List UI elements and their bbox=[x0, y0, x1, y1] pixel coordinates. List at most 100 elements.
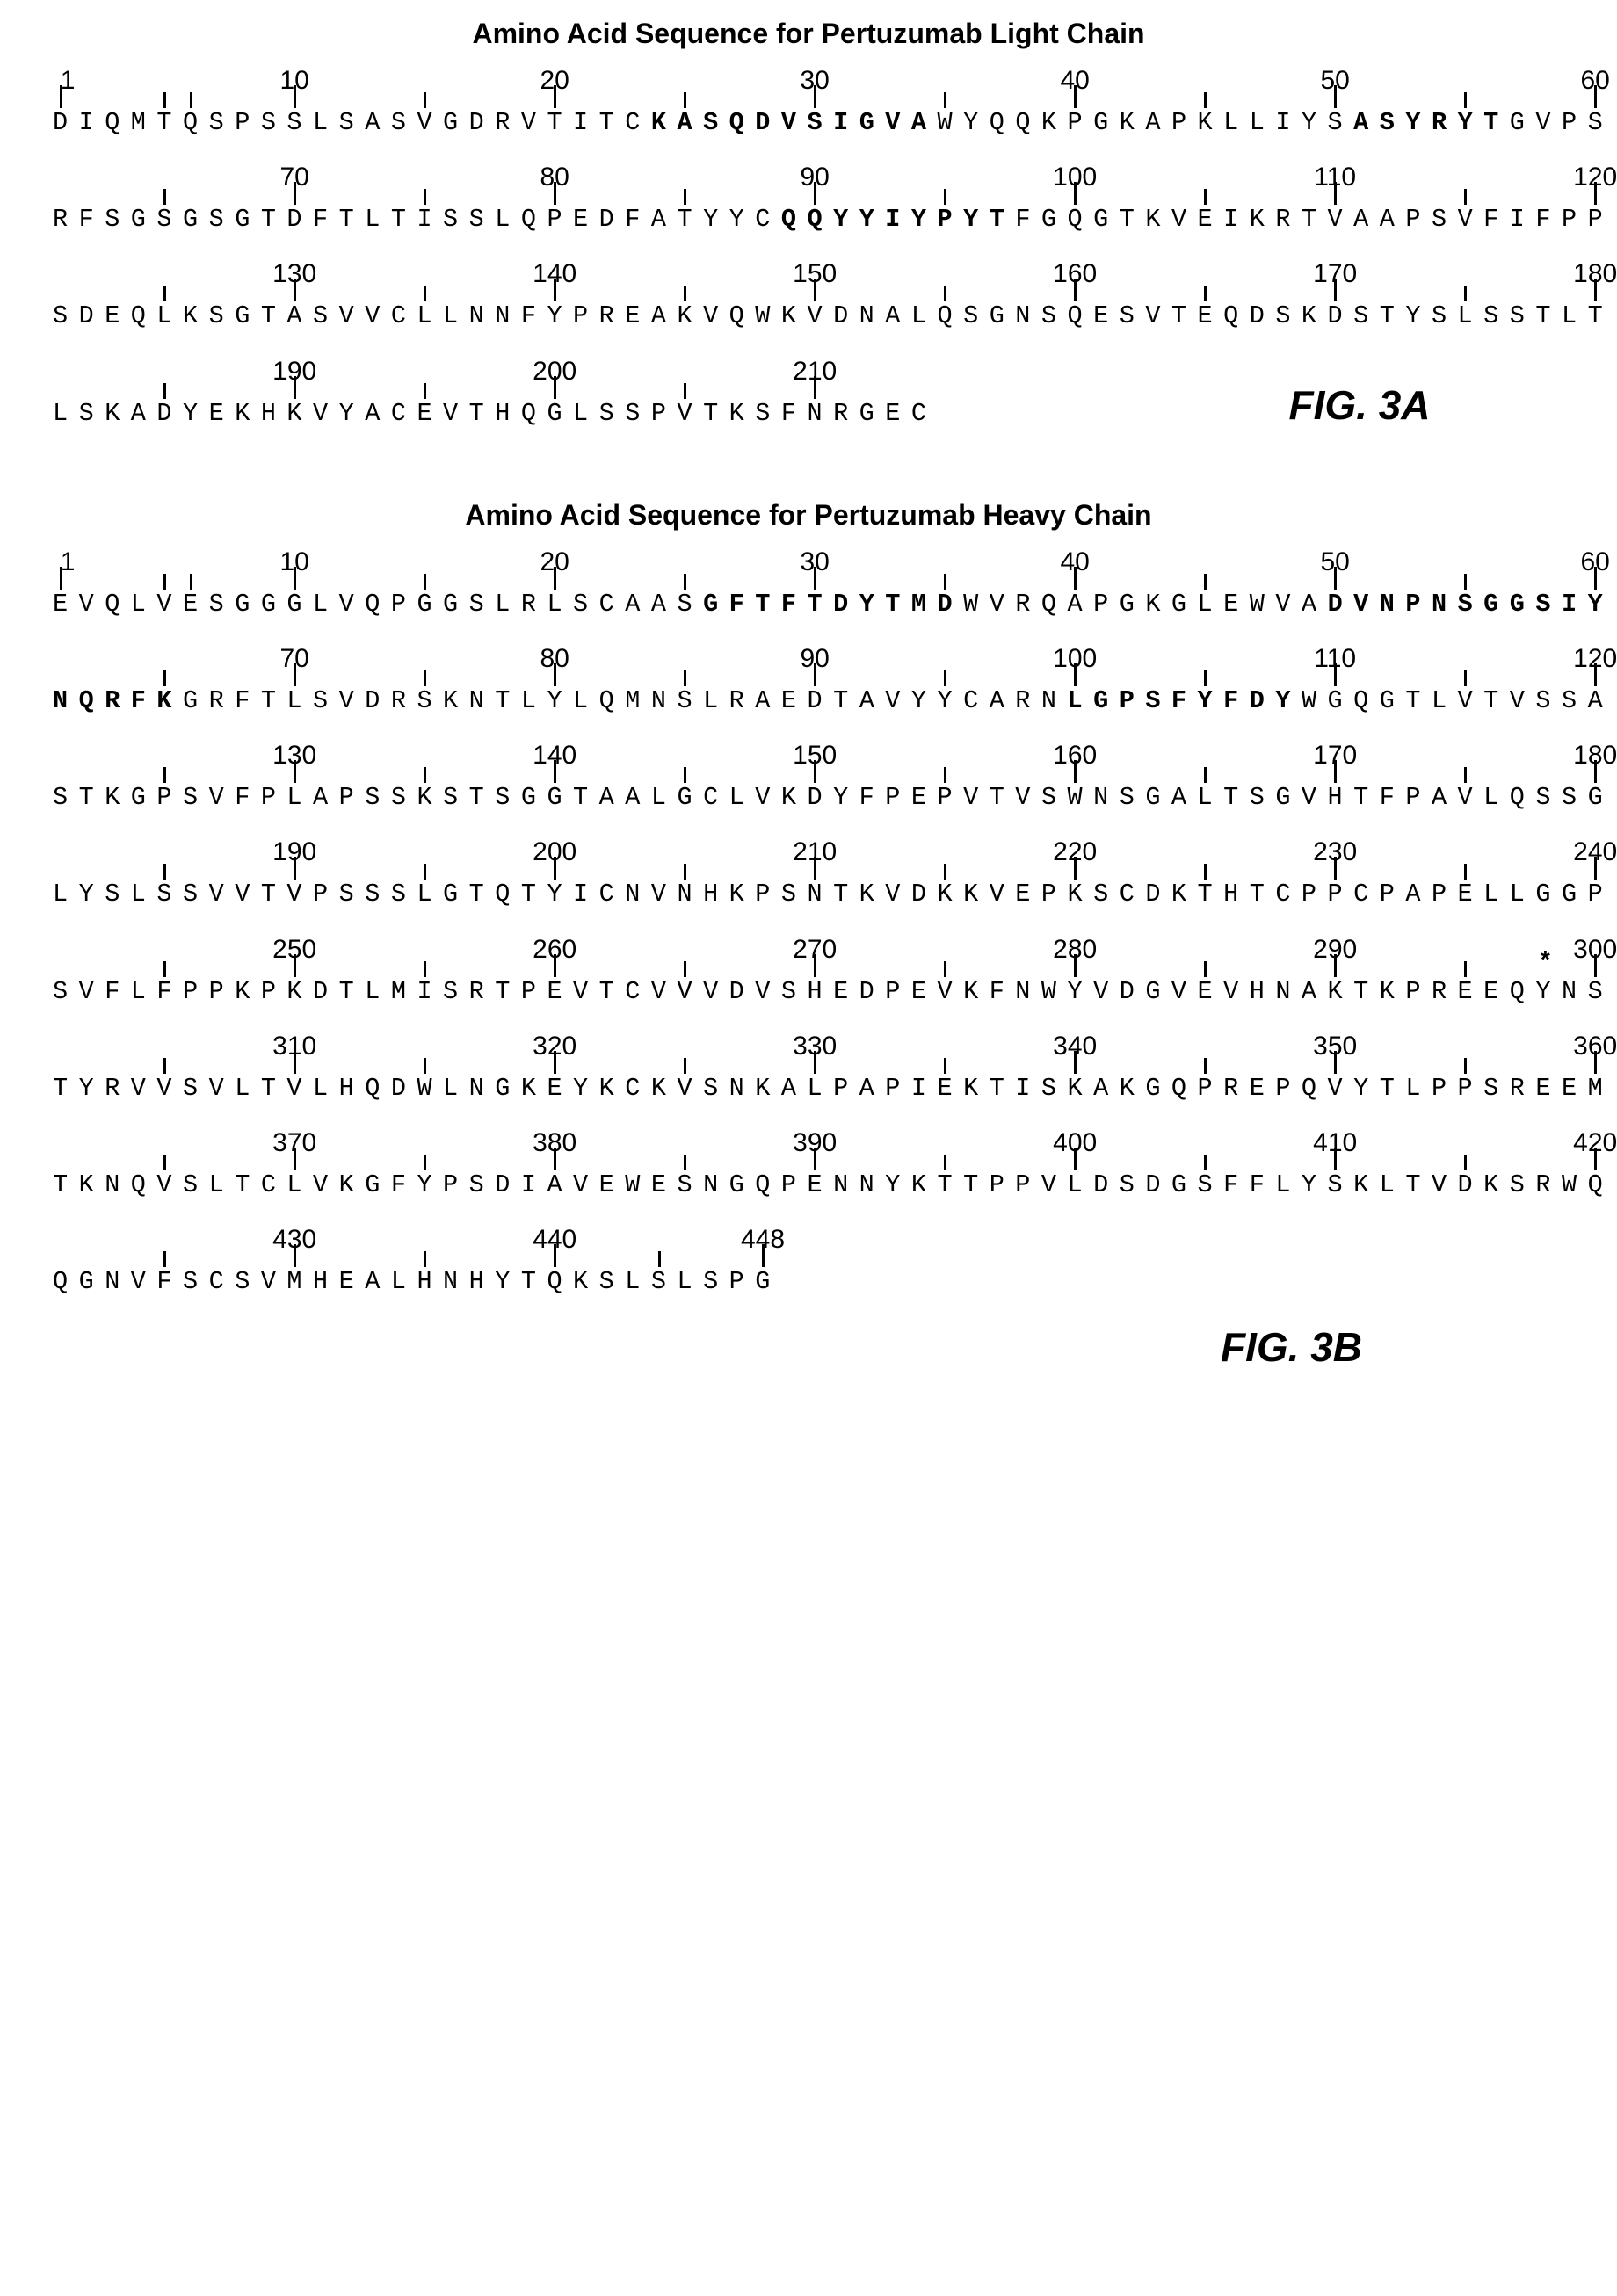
ruler-minor-tick bbox=[424, 189, 426, 205]
sequence-row: 190200210LSKADYEKHKVYACEVTHQGLSSPVTKSFNR… bbox=[9, 359, 1608, 429]
ruler-major-tick bbox=[1594, 1051, 1597, 1074]
ruler-major-tick bbox=[554, 954, 556, 977]
ruler-minor-tick bbox=[424, 92, 426, 108]
figure-label: FIG. 3B bbox=[9, 1323, 1608, 1371]
figure-title: Amino Acid Sequence for Pertuzumab Light… bbox=[9, 18, 1608, 50]
sequence-segment: FGQGTKVEIKRTVAAPSVFIFPP bbox=[1015, 205, 1613, 234]
ruler-minor-tick bbox=[163, 767, 166, 783]
ruler-major-tick bbox=[554, 1051, 556, 1074]
sequence-segment: EVQLVESGGGLVQPGGSLRLSCAAS bbox=[53, 590, 703, 619]
ruler-minor-tick bbox=[1464, 670, 1467, 686]
sequence-segment-bold: GFTFTDYTMD bbox=[703, 590, 963, 619]
ruler-minor-tick bbox=[684, 767, 686, 783]
ruler-major-tick bbox=[554, 567, 556, 590]
sequence-segment-bold: ASYRYT bbox=[1353, 108, 1510, 137]
ruler-minor-tick bbox=[1464, 1155, 1467, 1170]
ruler-minor-tick bbox=[163, 189, 166, 205]
ruler-minor-tick bbox=[944, 670, 946, 686]
ruler-major-tick bbox=[1594, 1148, 1597, 1170]
document-root: Amino Acid Sequence for Pertuzumab Light… bbox=[9, 18, 1608, 1371]
sequence-row: 190200210220230240LYSLSSVVTVPSSSLGTQTYIC… bbox=[9, 839, 1608, 909]
sequence-segment: LYSLSSVVTVPSSSLGTQTYICNVNHKPSNTKVDKKVEPK… bbox=[53, 880, 1613, 909]
ruler-major-tick bbox=[1074, 567, 1077, 590]
ruler-major-tick bbox=[814, 760, 816, 783]
ruler-major-tick bbox=[294, 760, 296, 783]
ruler-minor-tick bbox=[944, 92, 946, 108]
ruler-major-tick bbox=[554, 857, 556, 880]
ruler-minor-tick bbox=[944, 864, 946, 880]
ruler-major-tick bbox=[554, 760, 556, 783]
ruler-major-tick bbox=[1594, 567, 1597, 590]
sequence-segment: TKNQVSLTCLVKGFYPSDIAVEWESNGQPENNYKTTPPVL… bbox=[53, 1170, 1613, 1199]
position-ruler: 708090100110120 bbox=[9, 164, 1608, 205]
sequence-segment: LSKADYEKHKVYACEVTHQGLSSPVTKSFNRGEC bbox=[53, 399, 938, 428]
ruler-major-tick bbox=[294, 182, 296, 205]
ruler-major-tick bbox=[1074, 182, 1077, 205]
annotation-star: * bbox=[1538, 951, 1553, 975]
ruler-major-tick bbox=[1074, 1148, 1077, 1170]
sequence-text: STKGPSVFPLAPSSKSTSGGTAALGCLVKDYFPEPVTVSW… bbox=[9, 783, 1608, 813]
ruler-major-tick bbox=[814, 376, 816, 399]
ruler-major-tick bbox=[554, 279, 556, 301]
sequence-segment: DIQMTQSPSSLSASVGDRVTITC bbox=[53, 108, 651, 137]
ruler-major-tick bbox=[294, 1051, 296, 1074]
ruler-major-tick bbox=[1334, 279, 1337, 301]
ruler-minor-tick bbox=[684, 1058, 686, 1074]
ruler-major-tick bbox=[814, 1148, 816, 1170]
ruler-minor-tick bbox=[163, 1155, 166, 1170]
ruler-minor-tick bbox=[424, 1155, 426, 1170]
ruler-major-tick bbox=[1074, 663, 1077, 686]
position-ruler: 190200210220230240 bbox=[9, 839, 1608, 880]
ruler-minor-tick bbox=[684, 574, 686, 590]
ruler-major-tick bbox=[814, 567, 816, 590]
ruler-major-tick bbox=[814, 85, 816, 108]
ruler-major-tick bbox=[1334, 182, 1337, 205]
ruler-major-tick bbox=[814, 182, 816, 205]
position-ruler: 250260270280290300* bbox=[9, 937, 1608, 977]
ruler-minor-tick bbox=[424, 574, 426, 590]
ruler-minor-tick bbox=[424, 1058, 426, 1074]
ruler-major-tick bbox=[1074, 1051, 1077, 1074]
ruler-major-tick bbox=[294, 954, 296, 977]
sequence-row: 708090100110120RFSGSGSGTDFTLTISSLQPEDFAT… bbox=[9, 164, 1608, 235]
sequence-segment-bold: QQYYIYPYT bbox=[781, 205, 1015, 234]
ruler-major-tick bbox=[294, 663, 296, 686]
sequence-text: NQRFKGRFTLSVDRSKNTLYLQMNSLRAEDTAVYYCARNL… bbox=[9, 686, 1608, 716]
sequence-row: 430440448QGNVFSCSVMHEALHNHYTQKSLSLSPG bbox=[9, 1227, 1608, 1297]
ruler-minor-tick bbox=[1204, 92, 1207, 108]
sequence-row: 1102030405060DIQMTQSPSSLSASVGDRVTITCKASQ… bbox=[9, 68, 1608, 138]
ruler-major-tick bbox=[294, 857, 296, 880]
ruler-minor-tick bbox=[424, 670, 426, 686]
ruler-minor-tick bbox=[163, 1058, 166, 1074]
position-ruler: 370380390400410420 bbox=[9, 1130, 1608, 1170]
ruler-major-tick bbox=[1334, 1148, 1337, 1170]
position-ruler: 708090100110120 bbox=[9, 646, 1608, 686]
ruler-major-tick bbox=[1334, 85, 1337, 108]
ruler-major-tick bbox=[1594, 279, 1597, 301]
sequence-segment: GVPS bbox=[1510, 108, 1613, 137]
sequence-segment: SDEQLKSGTASVVCLLNNFYPREAKVQWKVDNALQSGNSQ… bbox=[53, 301, 1613, 330]
ruler-major-tick bbox=[1594, 182, 1597, 205]
ruler-major-tick bbox=[1594, 760, 1597, 783]
position-ruler: 130140150160170180 bbox=[9, 261, 1608, 301]
ruler-minor-tick bbox=[944, 767, 946, 783]
ruler-minor-tick bbox=[424, 383, 426, 399]
position-ruler: 430440448 bbox=[9, 1227, 1608, 1267]
ruler-minor-tick bbox=[684, 864, 686, 880]
ruler-minor-tick bbox=[1464, 286, 1467, 301]
ruler-major-tick bbox=[762, 1244, 765, 1267]
ruler-minor-tick bbox=[684, 286, 686, 301]
sequence-segment: WYQQKPGKAPKLLIYS bbox=[938, 108, 1354, 137]
ruler-major-tick bbox=[1074, 279, 1077, 301]
position-ruler: 310320330340350360 bbox=[9, 1033, 1608, 1074]
ruler-minor-tick bbox=[424, 961, 426, 977]
ruler-major-tick bbox=[1074, 85, 1077, 108]
ruler-minor-tick bbox=[424, 864, 426, 880]
sequence-segment-bold: NQRFK bbox=[53, 686, 183, 715]
sequence-segment: TYRVVSVLTVLHQDWLNGKEYKCKVSNKALPAPIEKTISK… bbox=[53, 1074, 1613, 1103]
ruler-major-tick bbox=[554, 85, 556, 108]
ruler-label: 1 bbox=[61, 549, 76, 576]
position-ruler: 1102030405060 bbox=[9, 549, 1608, 590]
ruler-minor-tick bbox=[684, 1155, 686, 1170]
ruler-minor-tick bbox=[424, 1251, 426, 1267]
